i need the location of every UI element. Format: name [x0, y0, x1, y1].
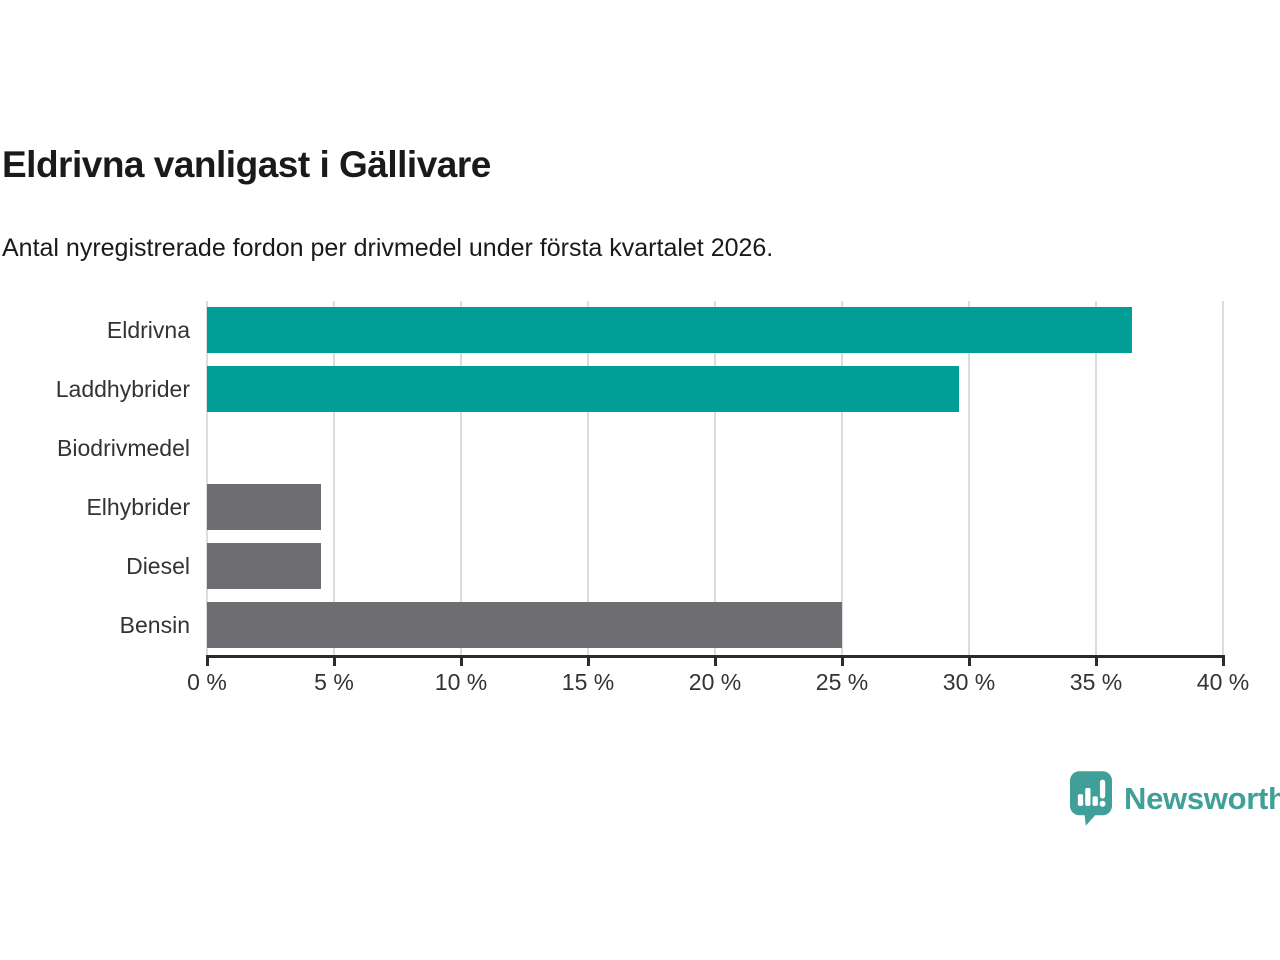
logo-bar-1 — [1077, 794, 1084, 806]
bar-row — [207, 596, 1223, 655]
x-axis-tick-label: 5 % — [314, 669, 354, 695]
x-axis-tick — [333, 655, 336, 666]
bar-diesel — [207, 543, 322, 589]
x-axis-tick — [841, 655, 844, 666]
x-axis-tick-label: 35 % — [1069, 669, 1123, 695]
bar-row — [207, 537, 1223, 596]
plot-area — [206, 301, 1224, 655]
gridline — [841, 301, 843, 655]
gridline — [460, 301, 462, 655]
x-axis-tick — [460, 655, 463, 666]
newsworthy-logo: Newsworthy — [1070, 771, 1280, 826]
bar-row — [207, 419, 1223, 478]
x-axis-tick-label: 15 % — [561, 669, 615, 695]
category-label-eldrivna: Eldrivna — [106, 317, 190, 343]
x-axis-tick — [1222, 655, 1225, 666]
gridline — [333, 301, 335, 655]
gridline — [206, 301, 208, 655]
bar-row — [207, 360, 1223, 419]
x-axis-tick-label: 20 % — [688, 669, 742, 695]
x-axis-tick-label: 25 % — [815, 669, 869, 695]
newsworthy-wordmark: Newsworthy — [1124, 780, 1280, 816]
newsworthy-icon — [1070, 771, 1112, 826]
bar-bensin — [207, 602, 842, 648]
chart-title: Eldrivna vanligast i Gällivare — [2, 144, 491, 185]
category-label-diesel: Diesel — [126, 553, 190, 579]
x-axis-tick — [206, 655, 209, 666]
logo-exclamation-dot — [1099, 800, 1106, 807]
x-axis-tick — [587, 655, 590, 666]
x-axis-tick-label: 30 % — [942, 669, 996, 695]
chart-subtitle: Antal nyregistrerade fordon per drivmede… — [2, 234, 774, 262]
bar-row — [207, 478, 1223, 537]
logo-bar-2 — [1085, 788, 1091, 806]
logo-bar-3 — [1092, 796, 1098, 806]
bar-chart: Eldrivna Laddhybrider Biodrivmedel Elhybrid… — [0, 301, 1280, 701]
gridline — [1095, 301, 1097, 655]
gridline — [1222, 301, 1224, 655]
bar-eldrivna — [207, 307, 1132, 353]
category-label-laddhybrider: Laddhybrider — [55, 376, 190, 402]
bar-elhybrider — [207, 484, 322, 530]
x-axis-tick-label: 40 % — [1196, 669, 1250, 695]
x-axis-tick-label: 10 % — [434, 669, 488, 695]
category-label-bensin: Bensin — [119, 612, 190, 638]
category-label-elhybrider: Elhybrider — [86, 494, 190, 520]
gridline — [968, 301, 970, 655]
bar-row — [207, 301, 1223, 360]
gridline — [714, 301, 716, 655]
x-axis-tick-label: 0 % — [187, 669, 227, 695]
bar-laddhybrider — [207, 366, 959, 412]
x-axis-tick — [968, 655, 971, 666]
x-axis-tick — [1095, 655, 1098, 666]
gridline — [587, 301, 589, 655]
category-label-biodrivmedel: Biodrivmedel — [57, 435, 190, 461]
logo-exclamation-stem — [1099, 779, 1106, 799]
x-axis-tick — [714, 655, 717, 666]
